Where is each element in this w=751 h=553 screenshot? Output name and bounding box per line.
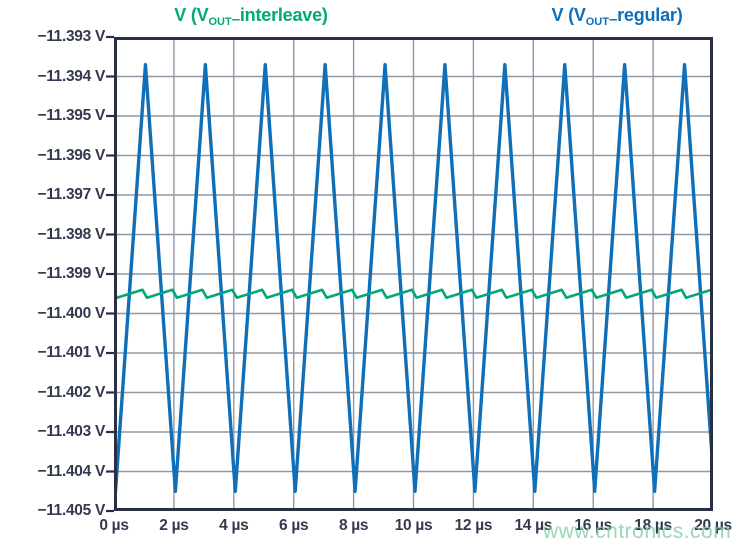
y-axis-label: −11.402 V [37,383,105,401]
x-axis-label: 4 µs [219,517,249,534]
x-axis-label: 8 µs [338,517,369,534]
legend-text-pre: V (V [174,5,209,25]
y-axis-label: −11.394 V [37,67,105,85]
y-axis-label: −11.401 V [37,344,105,361]
y-axis-label: −11.396 V [37,146,105,164]
y-axis-label: −11.404 V [37,462,105,480]
series-line-regular [114,62,713,493]
y-axis-label: −11.395 V [37,107,105,124]
x-axis-label: 0 µs [99,517,129,534]
plot-area [106,35,713,513]
y-axis-label: −11.400 V [37,304,105,322]
watermark: www.cntronics.com [543,520,732,543]
legend-text-rest: interleave) [239,5,328,25]
y-axis-label: −11.403 V [37,423,105,440]
x-axis-label: 16 µs [574,517,612,534]
y-axis-label: −11.393 V [37,28,105,45]
legend-item-regular: V (VOUT–regular) [512,5,722,28]
x-axis-label: 12 µs [454,517,493,534]
series-line-interleave [114,288,713,300]
legend-text-sub: OUT [585,16,609,28]
legend-text-join: – [231,11,240,28]
x-axis-label: 2 µs [159,517,189,534]
y-axis-label: −11.405 V [37,502,105,519]
x-axis-label: 6 µs [279,517,309,534]
legend-item-interleave: V (VOUT–interleave) [140,5,362,28]
legend-text-sub: OUT [208,16,232,28]
x-axis-label: 10 µs [394,517,433,534]
legend-text-join: – [608,11,618,28]
x-axis-label: 20 µs [694,517,732,534]
x-axis-label: 18 µs [634,517,672,534]
y-axis-label: −11.398 V [37,225,105,243]
x-axis-label: 14 µs [514,517,553,534]
plot-border [114,37,713,511]
y-axis-label: −11.399 V [37,265,105,282]
legend-text-rest: regular) [617,5,683,25]
legend-text-pre: V (V [551,5,586,25]
y-axis-label: −11.397 V [37,186,105,203]
